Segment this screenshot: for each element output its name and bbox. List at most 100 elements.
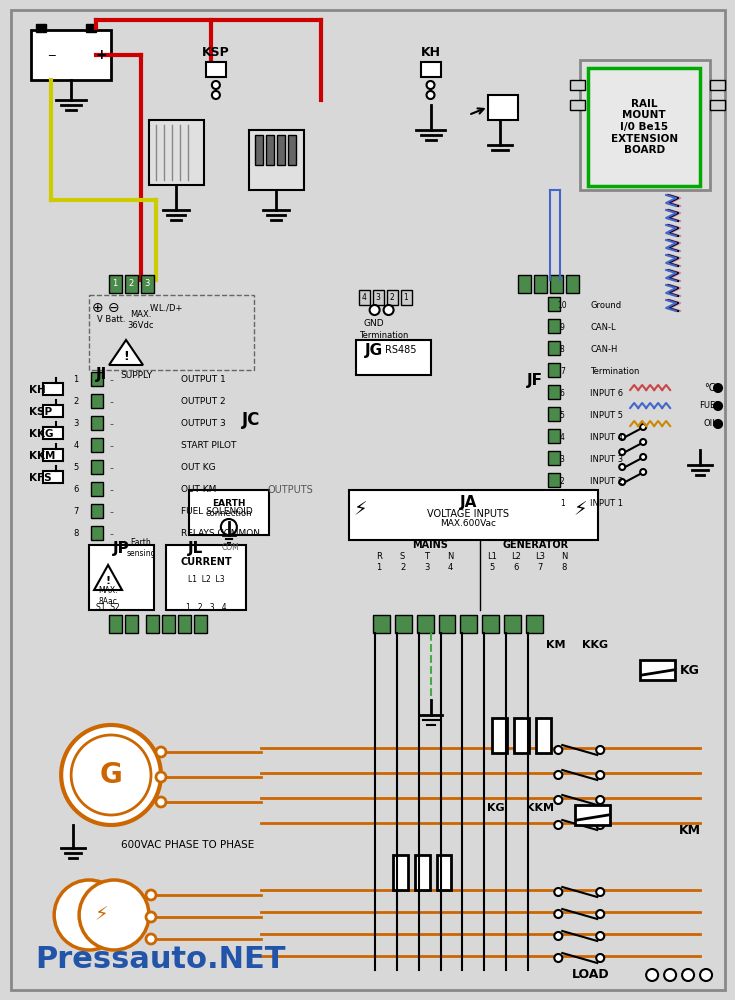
- Circle shape: [554, 932, 562, 940]
- Text: KG: KG: [680, 664, 700, 676]
- Text: 2: 2: [129, 279, 134, 288]
- Bar: [255, 135, 263, 165]
- Text: G: G: [100, 761, 123, 789]
- Text: OUT KG: OUT KG: [181, 464, 215, 473]
- Text: L1
5: L1 5: [487, 552, 498, 572]
- Text: 1: 1: [112, 279, 118, 288]
- Text: 7: 7: [560, 366, 564, 375]
- Bar: [570, 80, 585, 90]
- Bar: [710, 80, 725, 90]
- Text: VOLTAGE INPUTS: VOLTAGE INPUTS: [428, 509, 509, 519]
- Bar: [387, 290, 398, 305]
- Bar: [504, 615, 521, 633]
- Bar: [89, 545, 154, 610]
- Circle shape: [619, 464, 625, 470]
- Text: INPUT 4: INPUT 4: [590, 432, 623, 442]
- Circle shape: [426, 91, 434, 99]
- Text: L1  L2  L3: L1 L2 L3: [187, 576, 224, 584]
- Bar: [514, 718, 529, 753]
- Text: S
2: S 2: [400, 552, 405, 572]
- Bar: [277, 135, 284, 165]
- Bar: [534, 275, 548, 293]
- Text: KSP: KSP: [202, 45, 230, 58]
- Text: JC: JC: [242, 411, 260, 429]
- Text: OUTPUT 1: OUTPUT 1: [181, 375, 226, 384]
- Text: Termination: Termination: [590, 366, 639, 375]
- Bar: [86, 24, 96, 32]
- Bar: [194, 615, 207, 633]
- Bar: [36, 24, 46, 32]
- Circle shape: [156, 797, 166, 807]
- Text: V Batt.: V Batt.: [97, 316, 125, 324]
- Text: S1  S2: S1 S2: [96, 603, 120, 612]
- Circle shape: [619, 479, 625, 485]
- Text: KH: KH: [420, 45, 440, 58]
- Text: RELAYS COMMON: RELAYS COMMON: [181, 530, 260, 538]
- Circle shape: [54, 880, 124, 950]
- Circle shape: [370, 305, 379, 315]
- Circle shape: [221, 519, 237, 535]
- Bar: [125, 275, 138, 293]
- Text: JL: JL: [188, 540, 204, 556]
- Bar: [548, 385, 560, 399]
- Circle shape: [682, 969, 694, 981]
- Bar: [348, 490, 598, 540]
- Text: !: !: [123, 350, 129, 362]
- Text: MAX.
8Aac: MAX. 8Aac: [98, 586, 118, 606]
- Text: 4: 4: [361, 292, 366, 302]
- Text: 8: 8: [74, 530, 79, 538]
- Text: KH: KH: [29, 385, 46, 395]
- Text: Termination: Termination: [359, 330, 408, 340]
- Circle shape: [646, 969, 658, 981]
- Text: KKM: KKM: [526, 803, 554, 813]
- Text: 4: 4: [560, 432, 564, 442]
- Circle shape: [596, 888, 604, 896]
- Bar: [392, 855, 408, 890]
- Text: T
3: T 3: [424, 552, 429, 572]
- FancyBboxPatch shape: [63, 262, 658, 668]
- Text: KKG: KKG: [29, 429, 54, 439]
- Bar: [109, 615, 122, 633]
- Text: START PILOT: START PILOT: [181, 442, 237, 450]
- Text: 1: 1: [560, 498, 564, 508]
- Text: KKM: KKM: [29, 451, 56, 461]
- Circle shape: [640, 469, 646, 475]
- Text: 2: 2: [560, 477, 564, 486]
- Circle shape: [554, 771, 562, 779]
- Bar: [580, 60, 710, 190]
- Bar: [576, 805, 610, 825]
- Text: RS485: RS485: [385, 345, 416, 355]
- Bar: [43, 449, 63, 461]
- Text: LOAD: LOAD: [571, 968, 609, 982]
- Text: FUEL SOLENOID: FUEL SOLENOID: [181, 508, 253, 516]
- Text: 8: 8: [560, 344, 564, 354]
- Bar: [373, 290, 384, 305]
- Circle shape: [79, 880, 149, 950]
- Text: 3: 3: [74, 420, 79, 428]
- Bar: [640, 660, 675, 680]
- Bar: [588, 68, 700, 186]
- Bar: [492, 718, 507, 753]
- Circle shape: [426, 81, 434, 89]
- Circle shape: [714, 402, 722, 410]
- Bar: [31, 30, 111, 80]
- Bar: [43, 471, 63, 483]
- Text: COM: COM: [222, 544, 240, 552]
- Bar: [373, 615, 390, 633]
- Text: Earth
sensing: Earth sensing: [126, 538, 156, 558]
- Circle shape: [554, 746, 562, 754]
- Bar: [518, 275, 531, 293]
- Bar: [166, 545, 245, 610]
- Bar: [89, 295, 254, 370]
- Circle shape: [714, 384, 722, 392]
- Text: 3: 3: [560, 454, 564, 464]
- Text: -: -: [109, 375, 113, 385]
- Bar: [91, 372, 103, 386]
- Circle shape: [554, 910, 562, 918]
- Bar: [401, 290, 412, 305]
- Bar: [178, 615, 191, 633]
- Text: N
4: N 4: [448, 552, 453, 572]
- Bar: [460, 615, 478, 633]
- Text: 7: 7: [74, 508, 79, 516]
- Bar: [570, 100, 585, 110]
